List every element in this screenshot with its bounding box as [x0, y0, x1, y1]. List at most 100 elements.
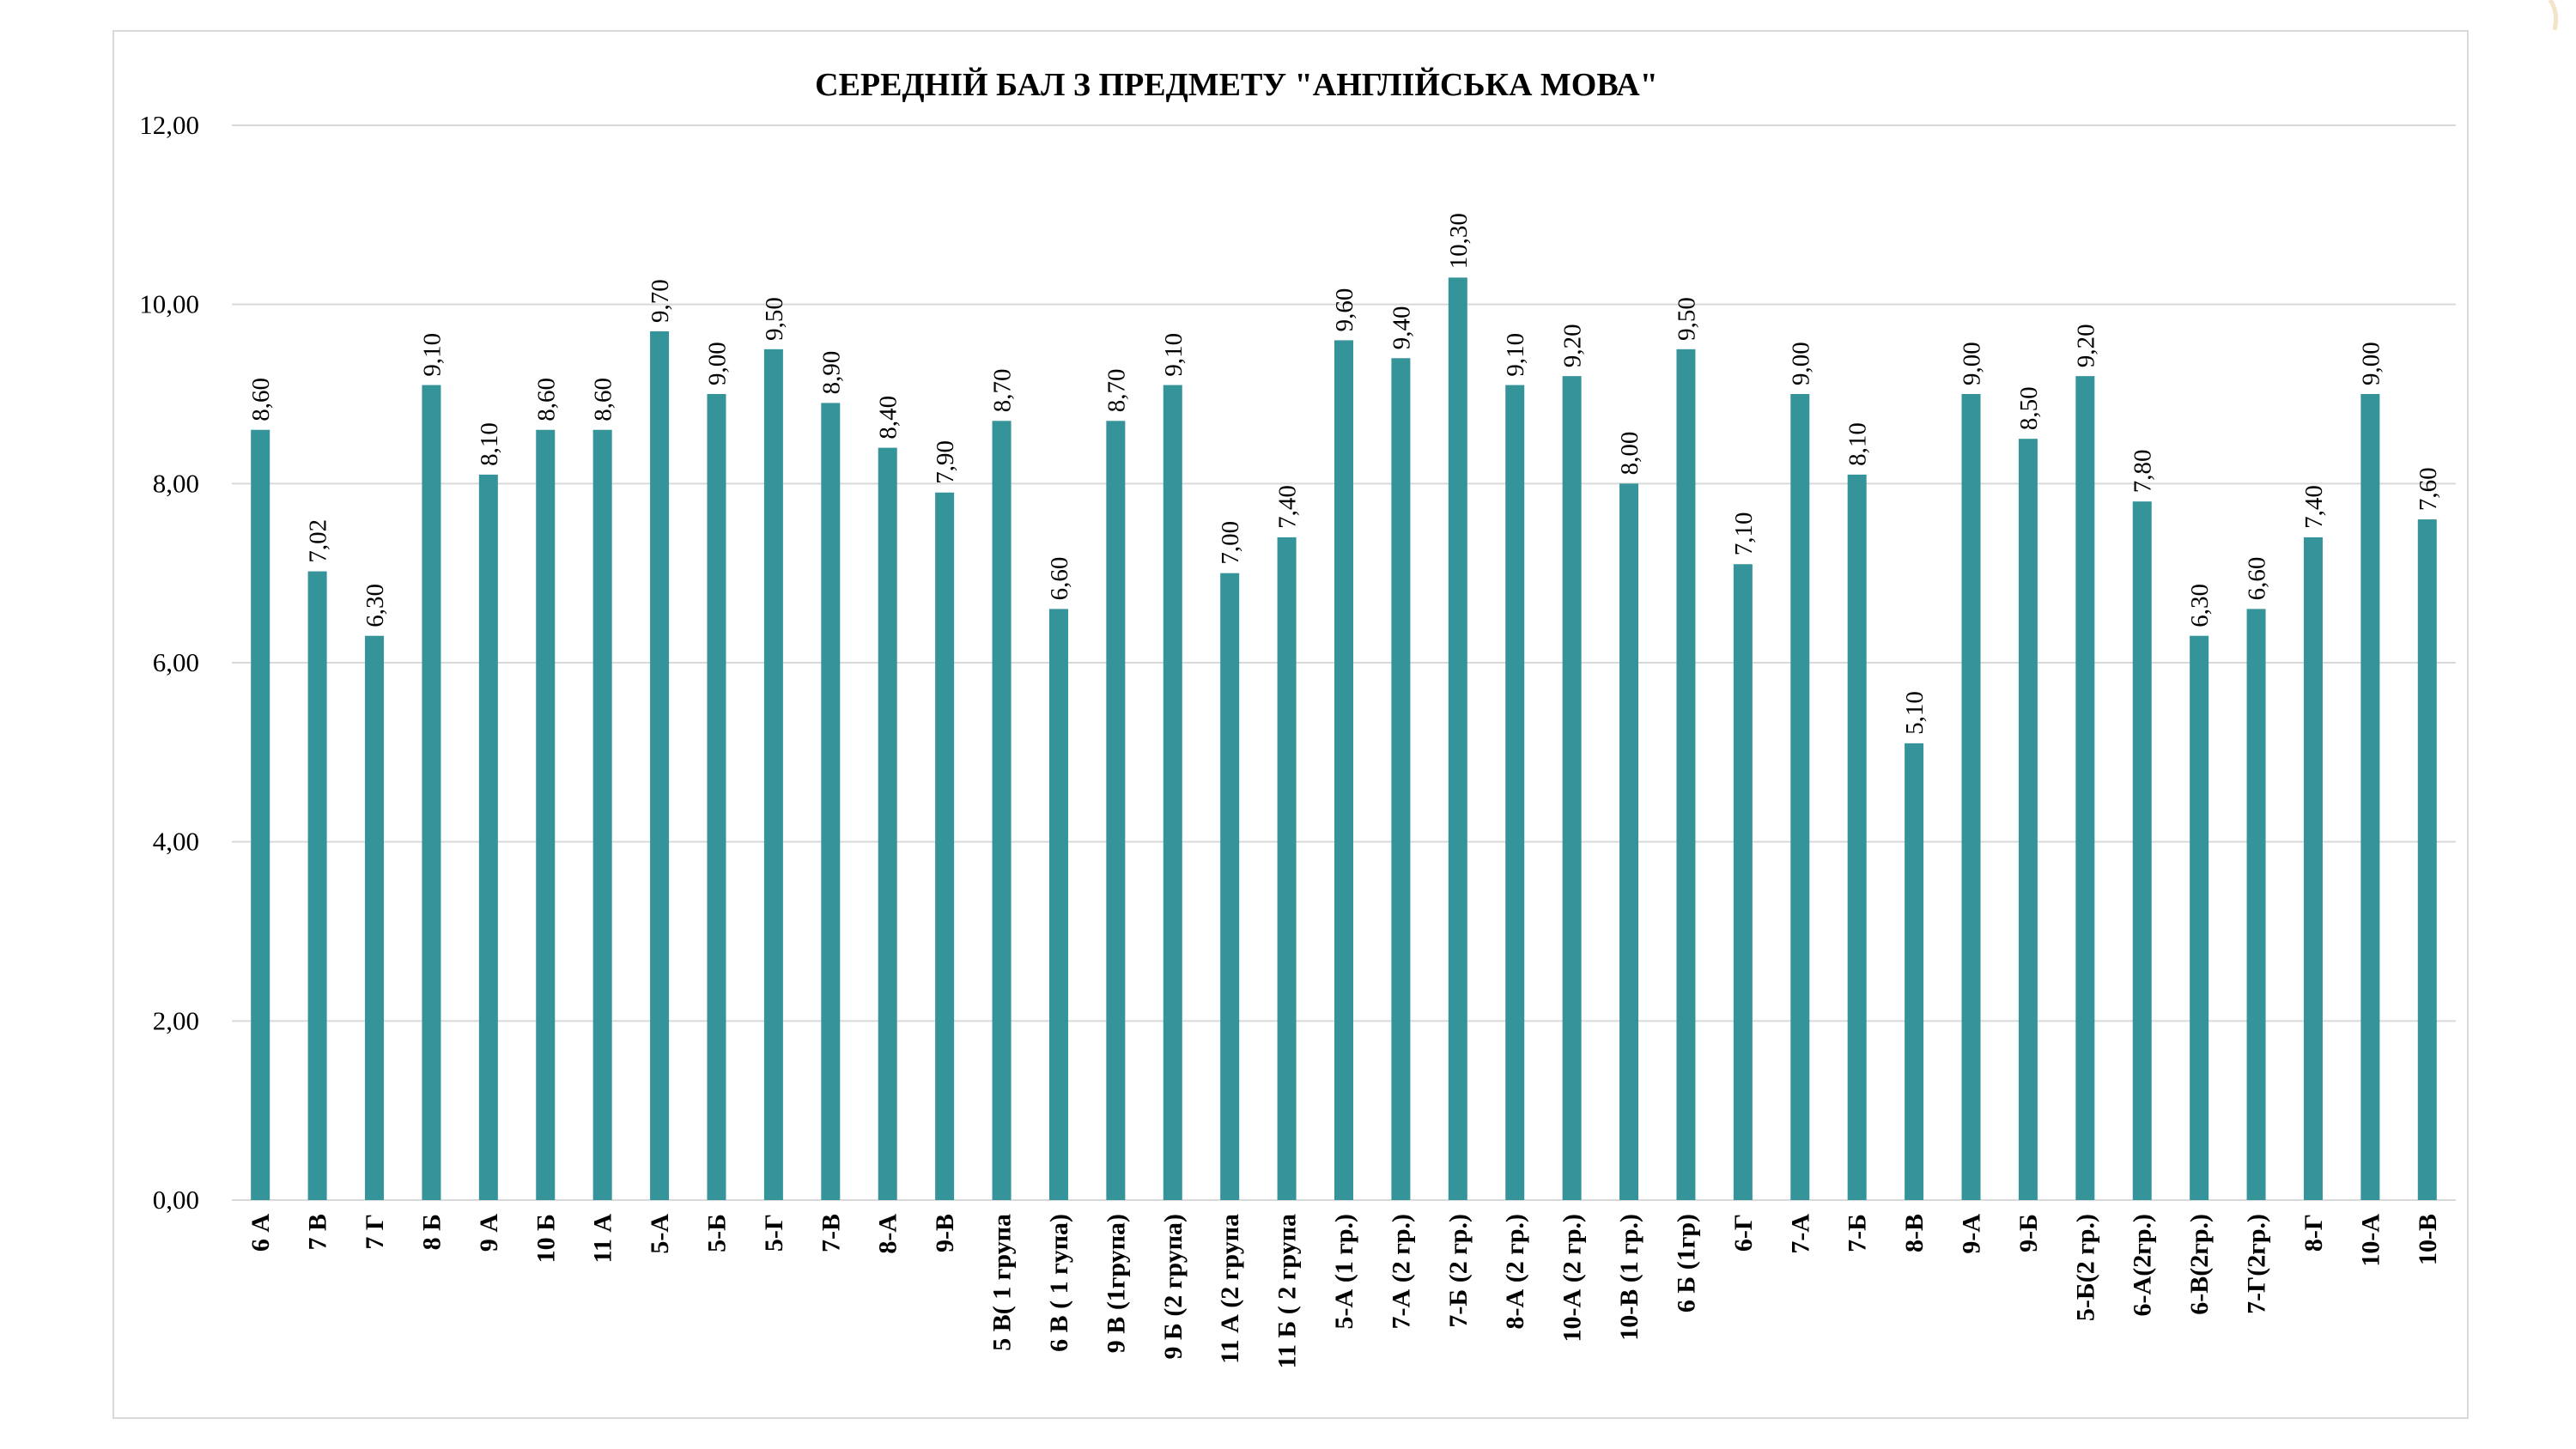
bar: [1048, 609, 1068, 1200]
x-tick-label: 5 В( 1 група: [988, 1214, 1017, 1351]
bar: [1334, 340, 1353, 1200]
x-tick-label: 7 В: [304, 1214, 332, 1251]
x-tick-label: 10-В (1 гр.): [1615, 1214, 1643, 1341]
bar: [1790, 394, 1810, 1200]
chart-title: СЕРЕДНІЙ БАЛ З ПРЕДМЕТУ "АНГЛІЙСЬКА МОВА…: [815, 67, 1658, 103]
data-label: 9,50: [761, 297, 788, 341]
bar: [1562, 376, 1582, 1201]
x-tick-label: 8-В: [1900, 1214, 1929, 1252]
x-tick-label: 5-Б(2 гр.): [2071, 1214, 2099, 1321]
data-label: 7,00: [1217, 521, 1244, 565]
x-tick-label: 6-Г: [1729, 1214, 1758, 1252]
x-tick-label: 6 А: [246, 1214, 275, 1252]
x-tick-label: 7 Г: [361, 1214, 389, 1250]
x-tick-label: 11 А: [589, 1214, 617, 1264]
x-tick-label: 10 Б: [532, 1214, 560, 1263]
x-tick-label: 9 Б (2 група): [1159, 1214, 1188, 1360]
data-label: 7,40: [2300, 485, 2328, 529]
bar: [650, 330, 670, 1200]
bar: [1277, 537, 1297, 1200]
bar: [763, 349, 783, 1200]
bar: [935, 492, 955, 1200]
data-label: 8,40: [875, 396, 902, 440]
bar: [365, 635, 385, 1200]
x-tick-label: 9-А: [1958, 1214, 1986, 1254]
y-tick-label: 2,00: [153, 1005, 199, 1035]
x-tick-label: 11 Б ( 2 група: [1273, 1214, 1302, 1368]
bar: [422, 385, 441, 1201]
x-tick-label: 7-В: [817, 1214, 845, 1252]
x-tick-label: 7-А: [1786, 1214, 1814, 1254]
x-tick-label: 6-А(2гр.): [2129, 1214, 2157, 1316]
data-label: 8,60: [532, 378, 560, 421]
bar: [2018, 439, 2038, 1201]
x-tick-label: 6-В(2гр.): [2185, 1214, 2214, 1315]
bar: [707, 394, 726, 1200]
x-tick-label: 5-А: [646, 1214, 674, 1254]
bar: [1391, 358, 1411, 1200]
bar: [1733, 564, 1753, 1200]
data-label: 7,40: [1274, 485, 1302, 529]
data-label: 7,02: [305, 519, 332, 563]
data-label: 9,00: [1959, 342, 1986, 385]
bar: [878, 447, 897, 1200]
x-tick-label: 7-Г(2гр.): [2243, 1214, 2271, 1314]
bar: [2132, 501, 2152, 1200]
data-label: 5,10: [1901, 691, 1929, 735]
data-label: 6,60: [1046, 557, 1073, 601]
bar: [2190, 635, 2209, 1200]
x-tick-label: 10-А: [2356, 1214, 2385, 1267]
x-tick-label: 8-А (2 гр.): [1501, 1214, 1529, 1329]
x-tick-label: 7-А (2 гр.): [1387, 1214, 1415, 1329]
x-tick-label: 7-Б: [1844, 1214, 1872, 1252]
x-tick-label: 7-Б (2 гр.): [1444, 1214, 1473, 1328]
x-tick-label: 6 В ( 1 гупа): [1045, 1214, 1073, 1352]
bar: [307, 571, 327, 1200]
x-tick-label: 11 А (2 група: [1216, 1214, 1244, 1364]
x-tick-label: 8 Б: [417, 1214, 446, 1250]
data-labels: 8,60 7,02 6,30 9,10 8,10 8,60 8,60 9,70 9,00 9,50…: [247, 213, 2442, 735]
bar: [536, 429, 556, 1200]
x-tick-label: 8-Г: [2300, 1214, 2328, 1252]
data-label: 7,60: [2415, 467, 2442, 511]
data-label: 10,30: [1445, 213, 1473, 269]
data-label: 6,60: [2244, 557, 2271, 601]
bar: [2417, 519, 2437, 1200]
data-label: 9,10: [1502, 333, 1529, 377]
data-label: 9,00: [703, 342, 731, 385]
y-tick-label: 6,00: [153, 647, 199, 677]
x-tick-label: 10-В: [2414, 1214, 2442, 1265]
data-label: 9,70: [647, 279, 674, 323]
bar: [2246, 609, 2266, 1200]
data-label: 7,10: [1730, 512, 1758, 555]
x-tick-label: 10-А (2 гр.): [1558, 1214, 1587, 1342]
data-label: 9,00: [1787, 342, 1814, 385]
y-tick-label: 4,00: [153, 827, 199, 857]
bar: [478, 474, 498, 1200]
data-label: 8,60: [590, 378, 617, 421]
x-tick-label: 9-В: [931, 1214, 959, 1252]
x-tick-label: 9 А: [475, 1214, 503, 1252]
bar: [1676, 349, 1696, 1200]
data-label: 6,30: [2186, 584, 2214, 627]
x-tick-label: 9 В (1група): [1102, 1214, 1130, 1353]
data-label: 9,40: [1388, 306, 1415, 350]
bars: [251, 277, 2437, 1201]
x-tick-label: 8-А: [874, 1214, 902, 1254]
y-tick-label: 8,00: [153, 468, 199, 498]
x-tick-label: 5-Г: [760, 1214, 788, 1252]
y-tick-label: 10,00: [139, 289, 199, 319]
bar: [1106, 421, 1126, 1200]
data-label: 9,50: [1673, 297, 1700, 341]
data-label: 6,30: [361, 584, 389, 627]
data-label: 9,10: [1160, 333, 1188, 377]
bar: [821, 403, 841, 1200]
data-label: 8,90: [817, 351, 845, 395]
data-label: 9,10: [418, 333, 446, 377]
data-label: 7,90: [932, 440, 959, 484]
data-label: 8,60: [247, 378, 275, 421]
data-label: 9,20: [1559, 324, 1587, 367]
bar: [1905, 743, 1924, 1200]
data-label: 8,00: [1616, 432, 1643, 476]
data-label: 7,80: [2129, 449, 2157, 493]
